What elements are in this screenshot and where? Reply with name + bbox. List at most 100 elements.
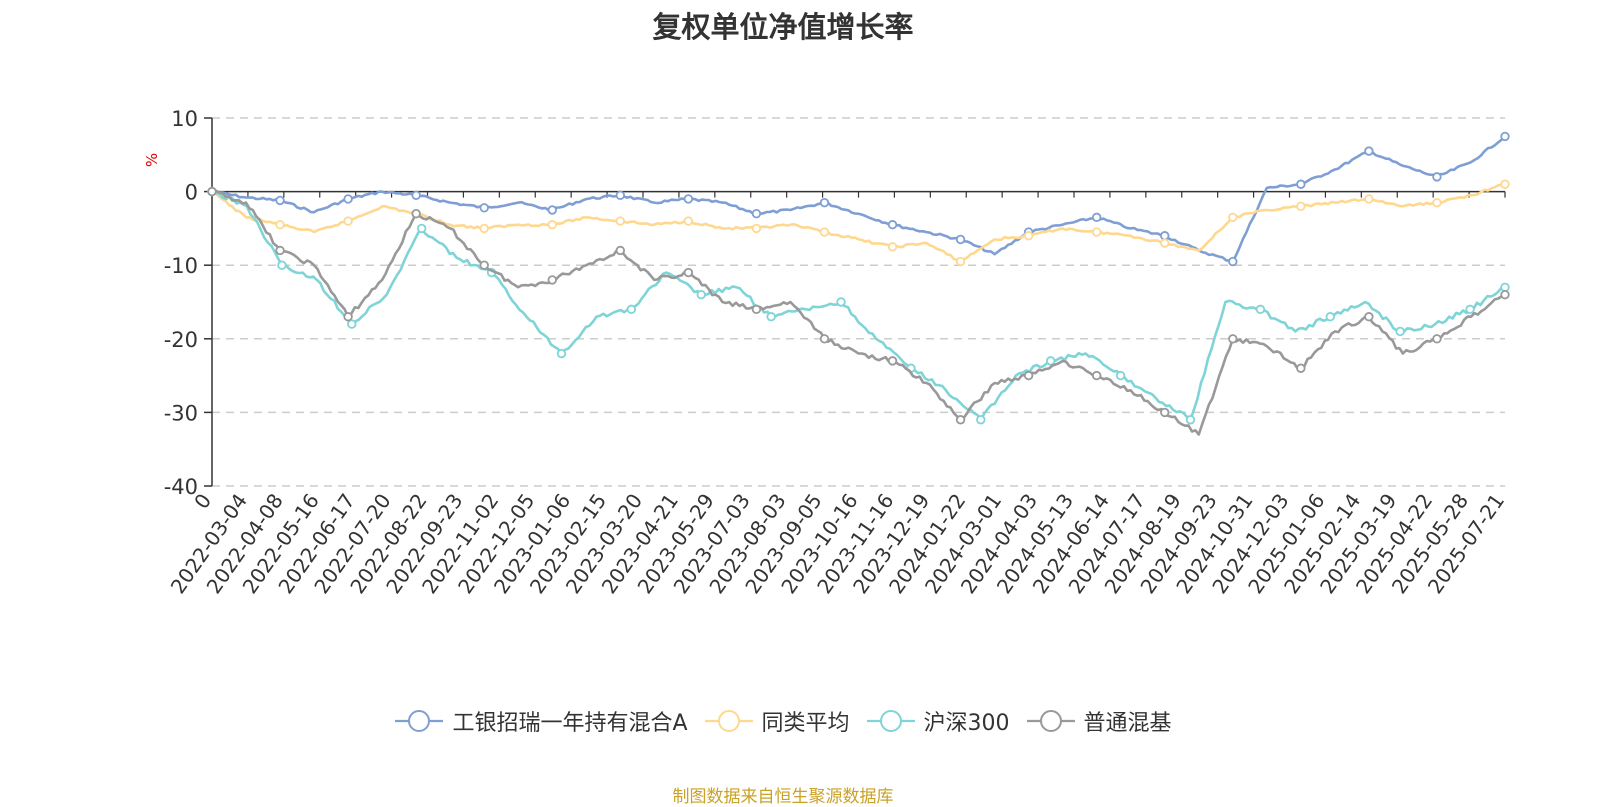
data-point <box>626 304 637 315</box>
data-point <box>1500 282 1510 292</box>
data-point <box>479 260 489 270</box>
x-tick-labels: 02022-03-042022-04-082022-05-162022-06-1… <box>166 489 1509 598</box>
data-point <box>955 234 966 245</box>
data-point <box>751 223 762 234</box>
data-point <box>207 186 217 197</box>
legend-item[interactable]: 工银招瑞一年持有混合A <box>394 705 688 737</box>
data-point <box>556 348 567 359</box>
legend-item[interactable]: 普通混基 <box>1026 705 1172 737</box>
data-point <box>1432 197 1442 208</box>
data-point <box>547 220 557 230</box>
data-point <box>275 245 285 256</box>
legend-marker-icon <box>395 710 444 732</box>
data-point <box>1185 415 1196 425</box>
data-point <box>1160 238 1170 248</box>
data-point <box>683 194 694 204</box>
data-point <box>615 216 626 226</box>
data-point <box>1023 231 1034 241</box>
data-point <box>275 220 285 230</box>
data-point <box>547 205 557 215</box>
chart-title: 复权单位净值增长率 <box>652 10 914 44</box>
data-point <box>955 415 966 425</box>
data-point <box>1160 407 1170 418</box>
data-point <box>1091 212 1102 223</box>
data-point <box>1115 370 1126 381</box>
legend-marker-icon <box>704 710 753 732</box>
data-source-note: 制图数据来自恒生聚源数据库 <box>672 787 894 807</box>
data-point <box>277 260 287 270</box>
legend-label: 同类平均 <box>761 711 850 736</box>
y-tick-label: 0 <box>185 181 198 205</box>
legend-label: 工银招瑞一年持有混合A <box>452 711 688 736</box>
legend-label: 普通混基 <box>1083 711 1172 736</box>
data-point <box>411 190 421 200</box>
data-point <box>819 334 830 344</box>
data-point <box>887 356 898 366</box>
data-point <box>887 220 898 230</box>
series-line <box>211 135 1506 263</box>
legend-marker-icon <box>866 710 915 732</box>
legend-marker-icon <box>1026 710 1075 732</box>
data-point <box>1500 289 1510 300</box>
chart-legend: 工银招瑞一年持有混合A 同类平均 沪深300 普通混基 <box>0 705 1566 737</box>
data-point <box>1228 256 1238 267</box>
data-point <box>416 223 427 234</box>
y-tick-label: -20 <box>164 328 198 352</box>
data-point <box>696 289 706 300</box>
data-point <box>343 312 353 322</box>
data-point <box>615 245 626 256</box>
data-point <box>751 208 762 219</box>
legend-label: 沪深300 <box>923 711 1010 736</box>
data-point <box>1296 179 1306 189</box>
data-point <box>1296 363 1306 373</box>
data-point <box>479 223 489 234</box>
y-tick-label: -10 <box>164 254 198 278</box>
data-point <box>1500 179 1510 189</box>
data-point <box>343 216 353 226</box>
data-point <box>347 319 357 329</box>
data-point <box>1091 370 1102 381</box>
data-point <box>1364 146 1374 156</box>
data-point <box>479 203 489 213</box>
data-point <box>836 297 846 307</box>
data-point <box>819 227 830 237</box>
data-point <box>955 256 966 267</box>
data-point <box>1395 326 1405 337</box>
axes: 10 0 -10 -20 -30 -40 <box>164 107 1506 499</box>
data-point <box>683 216 694 226</box>
data-point <box>1465 304 1475 315</box>
data-point <box>1228 212 1238 223</box>
y-tick-label: 10 <box>171 107 198 131</box>
data-point <box>1500 131 1510 142</box>
x-tick-label: 0 <box>189 489 216 513</box>
series-lines <box>207 131 1510 436</box>
data-point <box>1432 172 1442 182</box>
data-point <box>411 208 421 219</box>
data-point <box>343 194 353 204</box>
data-point <box>1364 194 1374 204</box>
data-point <box>766 312 776 322</box>
data-point <box>1296 201 1306 212</box>
data-point <box>976 415 986 425</box>
data-point <box>1255 304 1266 315</box>
data-point <box>1023 370 1034 381</box>
y-tick-label: -40 <box>164 475 198 499</box>
legend-item[interactable]: 同类平均 <box>704 705 850 737</box>
series-line <box>211 190 1506 422</box>
series-line <box>211 189 1506 436</box>
y-axis-unit-label: % <box>143 153 161 167</box>
data-point <box>887 242 898 252</box>
data-point <box>1325 312 1335 322</box>
data-point <box>751 304 762 315</box>
data-point <box>1364 312 1374 322</box>
data-point <box>1091 227 1102 237</box>
legend-item[interactable]: 沪深300 <box>866 705 1010 737</box>
data-point <box>615 190 626 200</box>
grid-lines <box>212 117 1505 487</box>
data-point <box>1046 356 1056 366</box>
data-point <box>683 267 694 278</box>
data-point <box>1432 334 1442 344</box>
line-chart: 10 0 -10 -20 -30 -40 02022-03-042022-04-08202… <box>143 107 1510 598</box>
data-point <box>819 197 830 208</box>
data-point <box>547 275 557 285</box>
